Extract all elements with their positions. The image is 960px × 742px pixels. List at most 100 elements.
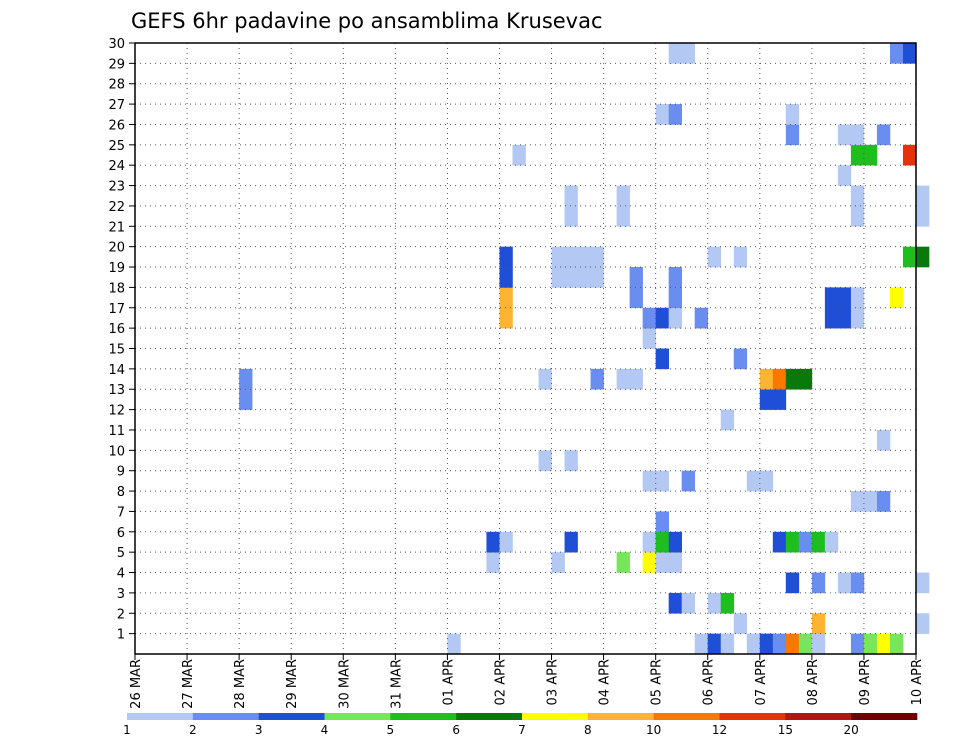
heatmap-cell — [655, 104, 669, 125]
heatmap-cell — [772, 368, 787, 390]
color-legend-swatch — [456, 713, 523, 720]
heatmap-cell — [655, 307, 669, 329]
heatmap-cell — [850, 124, 865, 146]
heatmap-cell — [889, 287, 904, 309]
x-tick-label: 31 MAR — [389, 659, 404, 709]
heatmap-cell — [616, 552, 630, 573]
color-legend-swatch — [127, 713, 194, 720]
heatmap-cell — [837, 287, 852, 309]
heatmap-cell — [916, 185, 930, 207]
heatmap-cell — [564, 246, 578, 268]
heatmap-cell — [902, 43, 917, 64]
heatmap-cell — [863, 633, 878, 655]
heatmap-cell — [577, 246, 591, 268]
heatmap-cell — [811, 572, 826, 594]
heatmap-cell — [707, 246, 722, 268]
color-legend-swatch — [719, 713, 786, 720]
heatmap-cell — [707, 633, 722, 655]
color-legend-label: 12 — [712, 723, 727, 737]
heatmap-cell — [642, 552, 656, 573]
heatmap-cell — [759, 368, 774, 390]
heatmap-cell — [642, 307, 656, 329]
heatmap-cell — [759, 389, 774, 410]
color-legend: 1 2 3 4 5 6 7 8 10 12 15 20 — [123, 713, 918, 737]
heatmap-cell — [733, 348, 748, 370]
heatmap-cell — [772, 389, 787, 410]
heatmap-cell — [811, 613, 826, 634]
heatmap-cell — [707, 592, 722, 614]
y-tick-label: 17 — [108, 302, 125, 317]
heatmap-cell — [512, 144, 526, 166]
chart-title: GEFS 6hr padavine po ansamblima Krusevac — [131, 9, 603, 33]
y-tick-label: 24 — [108, 159, 125, 174]
x-tick-label: 10 APR — [910, 659, 925, 705]
heatmap-cell — [239, 389, 253, 410]
color-legend-label: 15 — [778, 723, 793, 737]
x-tick-label: 07 APR — [754, 659, 769, 705]
color-legend-swatch — [192, 713, 259, 720]
heatmap-cell — [876, 491, 891, 512]
x-tick-label: 05 APR — [650, 659, 665, 705]
heatmap-cell — [590, 368, 604, 390]
heatmap-cell — [824, 531, 839, 553]
y-tick-label: 12 — [108, 404, 125, 419]
y-tick-label: 3 — [117, 587, 125, 602]
color-legend-swatch — [851, 713, 918, 720]
heatmap-cell — [668, 592, 682, 614]
x-tick-labels: 26 MAR 27 MAR 28 MAR 29 MAR 30 MAR 31 MAR 01 A… — [129, 659, 925, 709]
heatmap-cell — [551, 267, 565, 288]
y-tick-label: 29 — [108, 57, 125, 72]
x-tick-label: 01 APR — [441, 659, 456, 705]
heatmap-cell — [863, 491, 878, 512]
heatmap-cell — [668, 104, 682, 125]
color-legend-swatch — [785, 713, 852, 720]
y-tick-labels: 1234567891011121314151617181920212223242… — [108, 37, 125, 643]
heatmap-cell — [538, 450, 552, 471]
heatmap-cell — [642, 328, 656, 349]
heatmap-cell — [486, 552, 500, 573]
color-legend-swatch — [522, 713, 589, 720]
heatmap-cell — [668, 43, 682, 64]
y-tick-label: 25 — [108, 139, 125, 154]
heatmap-cell — [239, 368, 253, 390]
color-legend-label: 5 — [387, 723, 395, 737]
heatmap-cell — [837, 307, 852, 329]
heatmap-cell — [564, 267, 578, 288]
heatmap-cell — [629, 267, 643, 288]
heatmap-cell — [694, 633, 709, 655]
y-tick-label: 15 — [108, 343, 125, 358]
heatmap-cell — [551, 552, 565, 573]
heatmap-cells — [239, 43, 930, 655]
heatmap-cell — [798, 633, 813, 655]
heatmap-cell — [837, 165, 852, 186]
axes — [129, 42, 917, 660]
heatmap-cell — [772, 633, 787, 655]
heatmap-cell — [564, 531, 578, 553]
heatmap-cell — [837, 124, 852, 146]
y-tick-label: 23 — [108, 180, 125, 195]
heatmap-cell — [720, 633, 735, 655]
y-tick-label: 5 — [117, 546, 125, 561]
heatmap-cell — [642, 470, 656, 492]
heatmap-cell — [616, 185, 630, 207]
heatmap-cell — [785, 104, 800, 125]
heatmap-cell — [889, 633, 904, 655]
color-legend-label: 6 — [452, 723, 460, 737]
heatmap-cell — [551, 246, 565, 268]
heatmap-cell — [850, 287, 865, 309]
heatmap-cell — [681, 43, 696, 64]
heatmap-cell — [629, 287, 643, 309]
y-tick-label: 2 — [117, 607, 125, 622]
heatmap-cell — [499, 287, 513, 309]
heatmap-cell — [916, 572, 930, 594]
heatmap-cell — [850, 491, 865, 512]
x-tick-label: 02 APR — [493, 659, 508, 705]
heatmap-cell — [785, 368, 800, 390]
heatmap-cell — [785, 124, 800, 146]
heatmap-cell — [850, 144, 865, 166]
y-tick-label: 19 — [108, 261, 125, 276]
heatmap-cell — [798, 531, 813, 553]
y-tick-label: 7 — [117, 505, 125, 520]
heatmap-cell — [538, 368, 552, 390]
